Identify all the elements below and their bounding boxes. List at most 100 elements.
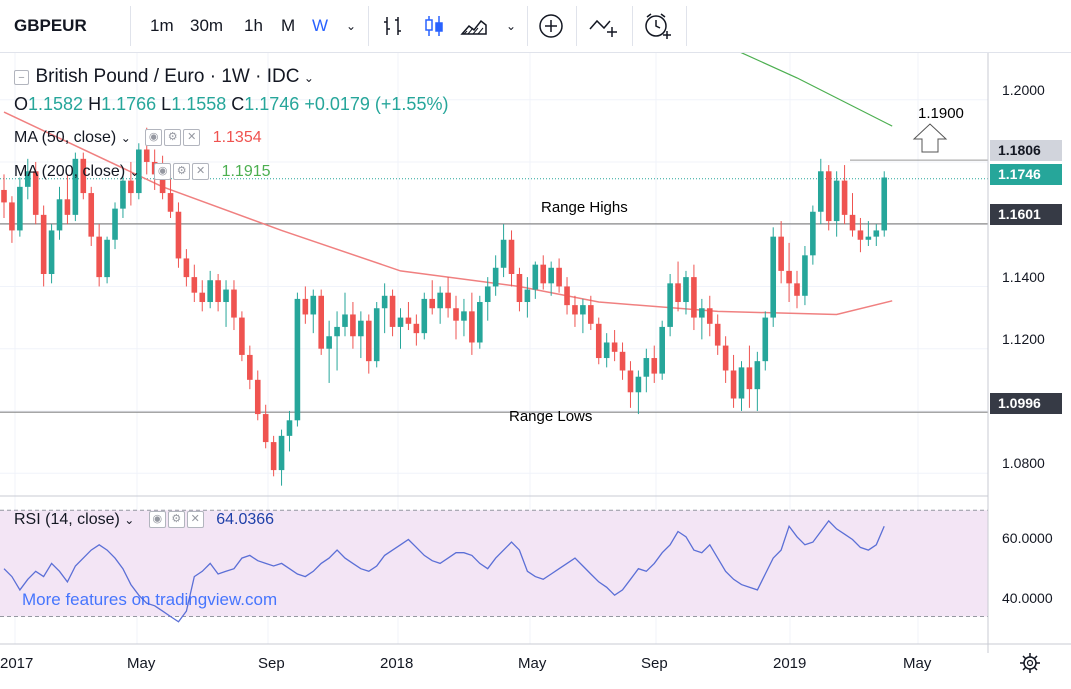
close-icon[interactable]: ✕ xyxy=(192,163,210,181)
chevron-down-icon[interactable]: ⌄ xyxy=(120,131,131,145)
range-highs-badge: 1.1601 xyxy=(990,204,1062,225)
candle-chart-style-icon[interactable] xyxy=(422,14,446,38)
high-value: 1.1766 xyxy=(101,94,157,114)
ma200-line xyxy=(740,53,893,127)
candle-body xyxy=(540,264,547,284)
interval-week[interactable]: W xyxy=(312,16,329,35)
candle-body xyxy=(40,214,47,274)
alert-clock-icon[interactable] xyxy=(642,11,674,41)
ma200-label: MA (200, close) xyxy=(14,163,126,180)
top-toolbar: GBPEUR 1m 30m 1h M W ⌄ ⌄ xyxy=(0,0,1071,53)
candle-body xyxy=(873,230,880,237)
close-icon[interactable]: ✕ xyxy=(186,511,204,529)
candle-body xyxy=(231,289,237,318)
close-value: 1.1746 xyxy=(244,94,300,114)
interval-30m[interactable]: 30m xyxy=(190,16,224,35)
chevron-down-icon[interactable]: ⌄ xyxy=(303,71,314,85)
candle-body xyxy=(72,158,79,215)
tradingview-watermark[interactable]: More features on tradingview.com xyxy=(22,590,278,609)
candle-body xyxy=(239,317,245,355)
range-lines xyxy=(0,159,988,413)
candle-body xyxy=(286,420,293,436)
toolbar-divider xyxy=(632,6,633,46)
candle-body xyxy=(580,305,586,315)
ma50-legend: MA (50, close) ⌄ ◉ ⚙ ✕ 1.1354 xyxy=(14,129,262,147)
candle-body xyxy=(738,367,745,399)
candle-body xyxy=(706,308,713,324)
candle-body xyxy=(318,295,324,349)
interval-dropdown-icon[interactable]: ⌄ xyxy=(346,19,357,33)
candle-body xyxy=(88,193,95,237)
candle-body xyxy=(484,286,491,303)
candle-body xyxy=(381,295,388,309)
ma200-value: 1.1915 xyxy=(221,163,271,180)
gear-icon[interactable]: ⚙ xyxy=(164,129,182,147)
candle-body xyxy=(254,379,261,415)
chart-canvas[interactable] xyxy=(0,53,1071,689)
time-tick: 2019 xyxy=(773,655,807,672)
compare-symbol-icon[interactable] xyxy=(588,13,620,39)
candle-body xyxy=(120,180,126,209)
candle-body xyxy=(1,189,7,203)
candle-body xyxy=(754,361,761,390)
candle-body xyxy=(64,199,71,215)
candle-body xyxy=(651,358,658,374)
gear-icon[interactable]: ⚙ xyxy=(173,163,191,181)
chevron-down-icon[interactable]: ⌄ xyxy=(129,165,140,179)
candle-body xyxy=(207,280,213,303)
settings-gear-icon[interactable] xyxy=(1019,652,1041,674)
candle-body xyxy=(334,326,340,337)
candle-body xyxy=(477,302,483,343)
interval-month[interactable]: M xyxy=(281,16,296,35)
bar-chart-style-icon[interactable] xyxy=(381,14,405,38)
candle-body xyxy=(841,180,848,215)
candle-body xyxy=(183,258,190,278)
candle-body xyxy=(508,239,515,274)
candle-body xyxy=(825,171,832,222)
close-icon[interactable]: ✕ xyxy=(183,129,201,147)
collapse-legend-icon[interactable]: − xyxy=(14,70,29,86)
ma200-legend: MA (200, close) ⌄ ◉ ⚙ ✕ 1.1915 xyxy=(14,163,271,181)
symbol-search[interactable]: GBPEUR xyxy=(14,16,87,35)
chevron-down-icon[interactable]: ⌄ xyxy=(124,513,135,527)
candle-body xyxy=(572,305,578,315)
candle-body xyxy=(786,270,792,284)
up-arrow-icon xyxy=(912,123,948,153)
candle-body xyxy=(611,342,618,352)
gear-icon[interactable]: ⚙ xyxy=(167,511,185,529)
candle-body xyxy=(326,336,332,349)
toolbar-divider xyxy=(130,6,131,46)
rsi-label: RSI (14, close) xyxy=(14,511,120,528)
time-tick: May xyxy=(518,655,547,672)
interval-1h[interactable]: 1h xyxy=(244,16,263,35)
eye-icon[interactable]: ◉ xyxy=(154,163,172,181)
toolbar-divider xyxy=(368,6,369,46)
candle-body xyxy=(833,180,840,222)
rsi-tick: 60.0000 xyxy=(1002,530,1053,546)
rsi-value: 64.0366 xyxy=(216,511,275,528)
candle-body xyxy=(199,292,206,303)
price-tick: 1.2000 xyxy=(1002,82,1045,98)
chart-style-dropdown-icon[interactable]: ⌄ xyxy=(506,19,517,33)
candle-body xyxy=(437,292,443,309)
candle-body xyxy=(270,442,277,471)
interval-1m[interactable]: 1m xyxy=(150,16,174,35)
candle-body xyxy=(659,326,665,374)
candle-body xyxy=(461,311,467,321)
area-chart-style-icon[interactable] xyxy=(460,14,488,38)
candle-body xyxy=(32,171,39,215)
range-lows-badge: 1.0996 xyxy=(990,393,1062,414)
time-tick: May xyxy=(903,655,932,672)
chart-legend-title: − British Pound / Euro · 1W · IDC ⌄ xyxy=(14,66,314,88)
add-indicator-icon[interactable] xyxy=(538,13,564,39)
open-label: O xyxy=(14,94,29,114)
eye-icon[interactable]: ◉ xyxy=(148,511,166,529)
candle-body xyxy=(881,177,888,231)
candle-body xyxy=(310,295,317,315)
ma50-label: MA (50, close) xyxy=(14,129,117,146)
candle-body xyxy=(746,367,753,390)
price-tick: 1.1200 xyxy=(1002,331,1045,347)
ohlc-values: O1.1582 H1.1766 L1.1558 C1.1746 +0.0179 … xyxy=(14,94,448,115)
eye-icon[interactable]: ◉ xyxy=(145,129,163,147)
candle-body xyxy=(643,358,650,377)
